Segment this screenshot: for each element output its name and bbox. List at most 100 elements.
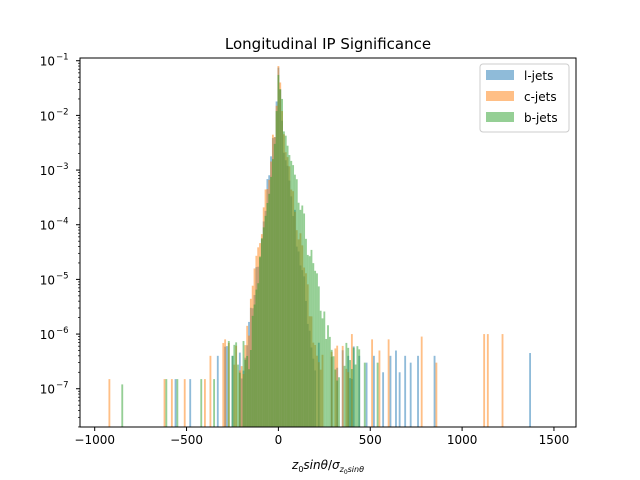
legend-swatch-c-jets <box>486 91 514 101</box>
histogram-bar-b-jets <box>376 362 379 427</box>
histogram-bar-b-jets <box>301 205 304 427</box>
histogram-bar-l-jets <box>216 355 219 427</box>
plot-frame <box>79 57 577 428</box>
y-tick-exponent: −2 <box>56 107 69 117</box>
histogram-bar-l-jets <box>409 362 412 427</box>
histogram-bar-b-jets <box>297 202 300 427</box>
histogram-bar-b-jets <box>323 311 326 427</box>
histogram-bar-b-jets <box>305 238 307 427</box>
legend: l-jets c-jets b-jets <box>479 63 570 133</box>
histogram-bar-b-jets <box>284 135 287 427</box>
histogram-bar-b-jets <box>312 263 315 427</box>
histogram-bar-l-jets <box>389 355 392 427</box>
histogram-bar-l-jets <box>529 353 531 427</box>
x-axis: −1000 −500 0 500 1000 1500 <box>74 427 569 447</box>
histogram-bar-b-jets <box>347 347 350 427</box>
histogram-bar-b-jets <box>257 283 260 427</box>
histogram-bar-b-jets <box>279 89 282 427</box>
y-tick-label: 10 <box>40 55 55 69</box>
histogram-bar-b-jets <box>213 379 216 427</box>
histogram-bar-l-jets <box>373 355 375 427</box>
y-tick-exponent: −4 <box>56 217 69 227</box>
histogram-bars <box>108 66 531 427</box>
histogram-bar-b-jets <box>273 143 276 427</box>
y-tick-label: 10 <box>40 273 55 287</box>
x-tick-label: 1500 <box>539 433 570 447</box>
histogram-bar-l-jets <box>174 379 177 427</box>
histogram-bar-b-jets <box>270 176 272 427</box>
histogram-bar-l-jets <box>365 362 368 427</box>
y-tick-exponent: −3 <box>56 162 69 172</box>
histogram-bar-b-jets <box>325 338 328 427</box>
histogram-bar-b-jets <box>262 227 265 427</box>
histogram-bar-c-jets <box>435 362 438 427</box>
histogram-bar-l-jets <box>398 372 401 427</box>
histogram-bar-b-jets <box>237 364 239 427</box>
histogram-bar-b-jets <box>354 364 357 427</box>
histogram-bar-l-jets <box>417 355 419 427</box>
x-tick-label: 500 <box>359 433 382 447</box>
histogram-bar-l-jets <box>189 379 192 427</box>
histogram-bar-b-jets <box>306 254 309 427</box>
histogram-bar-b-jets <box>251 315 254 427</box>
legend-label-b-jets: b-jets <box>524 111 558 125</box>
histogram-bar-b-jets <box>338 377 340 427</box>
histogram-bar-c-jets <box>371 339 374 427</box>
x-tick-label: −500 <box>170 433 203 447</box>
legend-label-l-jets: l-jets <box>524 69 553 83</box>
histogram-bar-b-jets <box>121 384 124 427</box>
histogram-bar-b-jets <box>200 379 203 427</box>
histogram-bar-b-jets <box>242 341 245 427</box>
histogram-bar-c-jets <box>183 379 186 427</box>
y-axis: 10−710−610−510−410−310−210−1 <box>40 53 80 428</box>
histogram-bar-b-jets <box>248 369 250 427</box>
histogram-bar-l-jets <box>226 346 228 427</box>
x-tick-label: 0 <box>275 433 283 447</box>
histogram-bar-c-jets <box>341 345 344 427</box>
histogram-bar-c-jets <box>222 342 225 427</box>
x-tick-label: 1000 <box>447 433 478 447</box>
histogram-bar-b-jets <box>343 365 346 427</box>
histogram-bar-b-jets <box>349 360 351 427</box>
histogram-bar-b-jets <box>358 349 361 427</box>
histogram-bar-b-jets <box>303 213 306 427</box>
histogram-bar-b-jets <box>231 355 234 427</box>
histogram-bar-b-jets <box>268 193 271 427</box>
legend-label-c-jets: c-jets <box>524 90 557 104</box>
y-tick-label: 10 <box>40 328 55 342</box>
histogram-bar-c-jets <box>209 355 212 427</box>
histogram-bar-c-jets <box>204 379 206 427</box>
histogram-bar-c-jets <box>170 379 173 427</box>
histogram-bar-b-jets <box>235 342 238 427</box>
histogram-bar-b-jets <box>295 179 298 427</box>
y-tick-exponent: −6 <box>56 326 69 336</box>
histogram-bar-b-jets <box>286 145 289 427</box>
histogram-bar-b-jets <box>290 160 293 427</box>
histogram-bar-b-jets <box>255 289 258 427</box>
histogram-bar-b-jets <box>246 355 249 427</box>
histogram-bar-b-jets <box>332 356 335 427</box>
histogram-bar-b-jets <box>314 270 317 427</box>
histogram-bar-c-jets <box>501 334 504 427</box>
histogram-bar-b-jets <box>233 344 236 427</box>
histogram-bar-c-jets <box>108 379 111 427</box>
histogram-bar-b-jets <box>317 286 320 427</box>
histogram-bar-b-jets <box>328 336 331 427</box>
histogram-bar-b-jets <box>310 249 313 427</box>
histogram-bar-c-jets <box>387 339 390 427</box>
histogram-bar-b-jets <box>227 341 230 427</box>
chart-title: Longitudinal IP Significance <box>225 35 431 53</box>
histogram-bar-c-jets <box>420 336 423 427</box>
histogram-bar-b-jets <box>363 362 366 427</box>
y-tick-exponent: −7 <box>56 381 69 391</box>
histogram-bar-c-jets <box>378 350 381 427</box>
histogram-bar-b-jets <box>264 215 267 427</box>
histogram-bar-b-jets <box>356 346 359 427</box>
x-tick-label: −1000 <box>74 433 115 447</box>
histogram-bar-b-jets <box>249 350 252 427</box>
y-tick-label: 10 <box>40 219 55 233</box>
histogram-bar-b-jets <box>319 310 322 427</box>
histogram-bar-b-jets <box>299 209 302 427</box>
histogram-bar-b-jets <box>288 155 291 427</box>
histogram-bar-b-jets <box>327 325 329 427</box>
